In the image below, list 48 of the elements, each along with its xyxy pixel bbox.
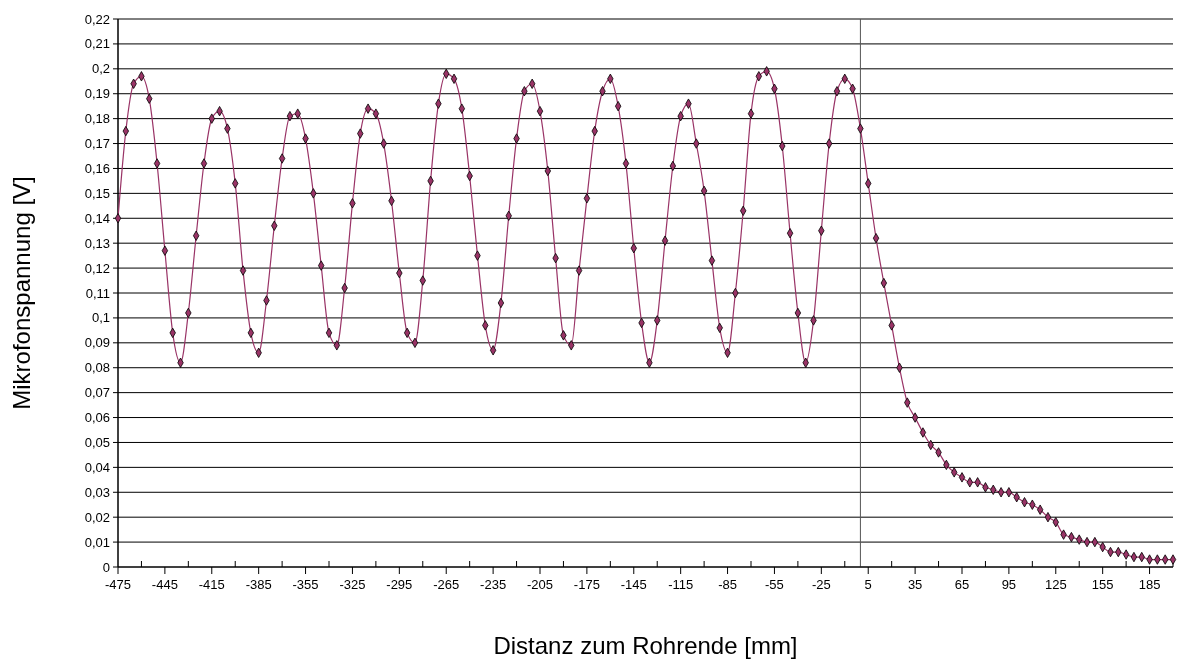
y-tick-label: 0,1 xyxy=(91,310,110,326)
x-tick-label: -445 xyxy=(151,577,178,592)
x-tick-label: 35 xyxy=(907,577,923,592)
y-tick-label: 0,01 xyxy=(84,534,110,550)
x-tick-label: -55 xyxy=(765,577,784,592)
y-tick-label: 0,13 xyxy=(84,235,110,251)
x-tick-label: -175 xyxy=(573,577,600,592)
y-tick-label: 0,17 xyxy=(84,136,110,152)
y-tick-label: 0,03 xyxy=(84,484,110,500)
y-tick-label: 0,18 xyxy=(84,111,110,127)
y-tick-label: 0 xyxy=(102,559,110,575)
x-tick-label: -235 xyxy=(480,577,507,592)
y-tick-label: 0,15 xyxy=(84,185,110,201)
x-tick-label: 125 xyxy=(1044,577,1067,592)
x-tick-label: -85 xyxy=(718,577,737,592)
x-tick-label: -205 xyxy=(526,577,554,592)
y-tick-label: 0,02 xyxy=(84,509,110,525)
y-tick-label: 0,21 xyxy=(84,36,110,52)
x-tick-label: 65 xyxy=(954,577,970,592)
x-tick-label: -25 xyxy=(811,577,831,592)
x-tick-label: -265 xyxy=(433,577,460,592)
y-tick-label: 0,19 xyxy=(84,86,110,102)
x-tick-label: 185 xyxy=(1138,577,1161,592)
y-tick-label: 0,07 xyxy=(84,385,110,401)
y-tick-label: 0,14 xyxy=(84,210,110,226)
y-tick-label: 0,04 xyxy=(84,459,110,475)
y-tick-label: 0,2 xyxy=(91,61,110,77)
x-tick-label: 155 xyxy=(1091,577,1114,592)
y-tick-label: 0,08 xyxy=(84,360,110,376)
y-tick-label: 0,09 xyxy=(84,335,110,351)
y-tick-label: 0,22 xyxy=(84,11,110,27)
x-tick-label: -145 xyxy=(620,577,647,592)
x-axis-title: Distanz zum Rohrende [mm] xyxy=(493,632,798,659)
y-tick-label: 0,16 xyxy=(84,161,110,176)
x-tick-label: -295 xyxy=(386,577,413,592)
x-tick-label: -475 xyxy=(104,577,132,592)
x-tick-label: -325 xyxy=(339,577,366,592)
x-tick-label: -415 xyxy=(198,577,225,592)
y-tick-label: 0,11 xyxy=(85,285,110,301)
x-tick-label: -385 xyxy=(245,577,272,592)
x-tick-label: 5 xyxy=(864,577,872,592)
y-tick-label: 0,12 xyxy=(84,260,110,276)
x-tick-label: -115 xyxy=(668,577,694,592)
y-tick-label: 0,05 xyxy=(84,435,110,450)
y-axis-title: Mikrofonspannung [V] xyxy=(8,176,35,410)
y-tick-label: 0,06 xyxy=(84,410,110,426)
x-tick-label: 95 xyxy=(1001,577,1017,592)
x-tick-label: -355 xyxy=(292,577,319,592)
